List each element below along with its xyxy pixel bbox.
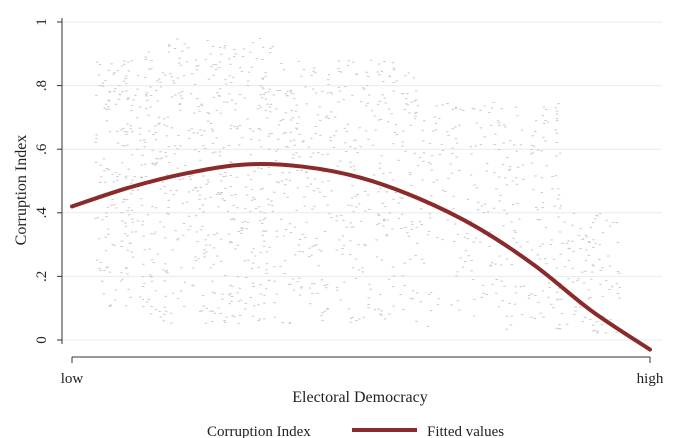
y-tick-label: .8 <box>34 80 50 91</box>
y-tick-label: .6 <box>34 143 50 155</box>
axes <box>57 18 651 363</box>
x-tick-label: low <box>61 371 84 387</box>
y-tick-label: .2 <box>34 271 50 282</box>
x-axis-title: Electoral Democracy <box>292 389 427 406</box>
tick-labels: 0 .2 .4 .6 .8 1 low high <box>34 18 664 387</box>
fitted-line-group <box>70 162 652 352</box>
y-tick-label: 0 <box>34 336 50 344</box>
y-tick-label: .4 <box>34 207 50 219</box>
legend: Corruption Index Fitted values <box>207 424 504 438</box>
scatter-points <box>94 37 622 334</box>
x-tick-label: high <box>637 371 664 387</box>
fitted-values-line <box>70 162 652 352</box>
legend-label-scatter: Corruption Index <box>207 424 311 438</box>
y-tick-label: 1 <box>34 18 50 26</box>
gridlines <box>62 21 662 341</box>
y-axis-title: Corruption Index <box>13 135 30 246</box>
legend-label-fitted: Fitted values <box>427 424 504 438</box>
